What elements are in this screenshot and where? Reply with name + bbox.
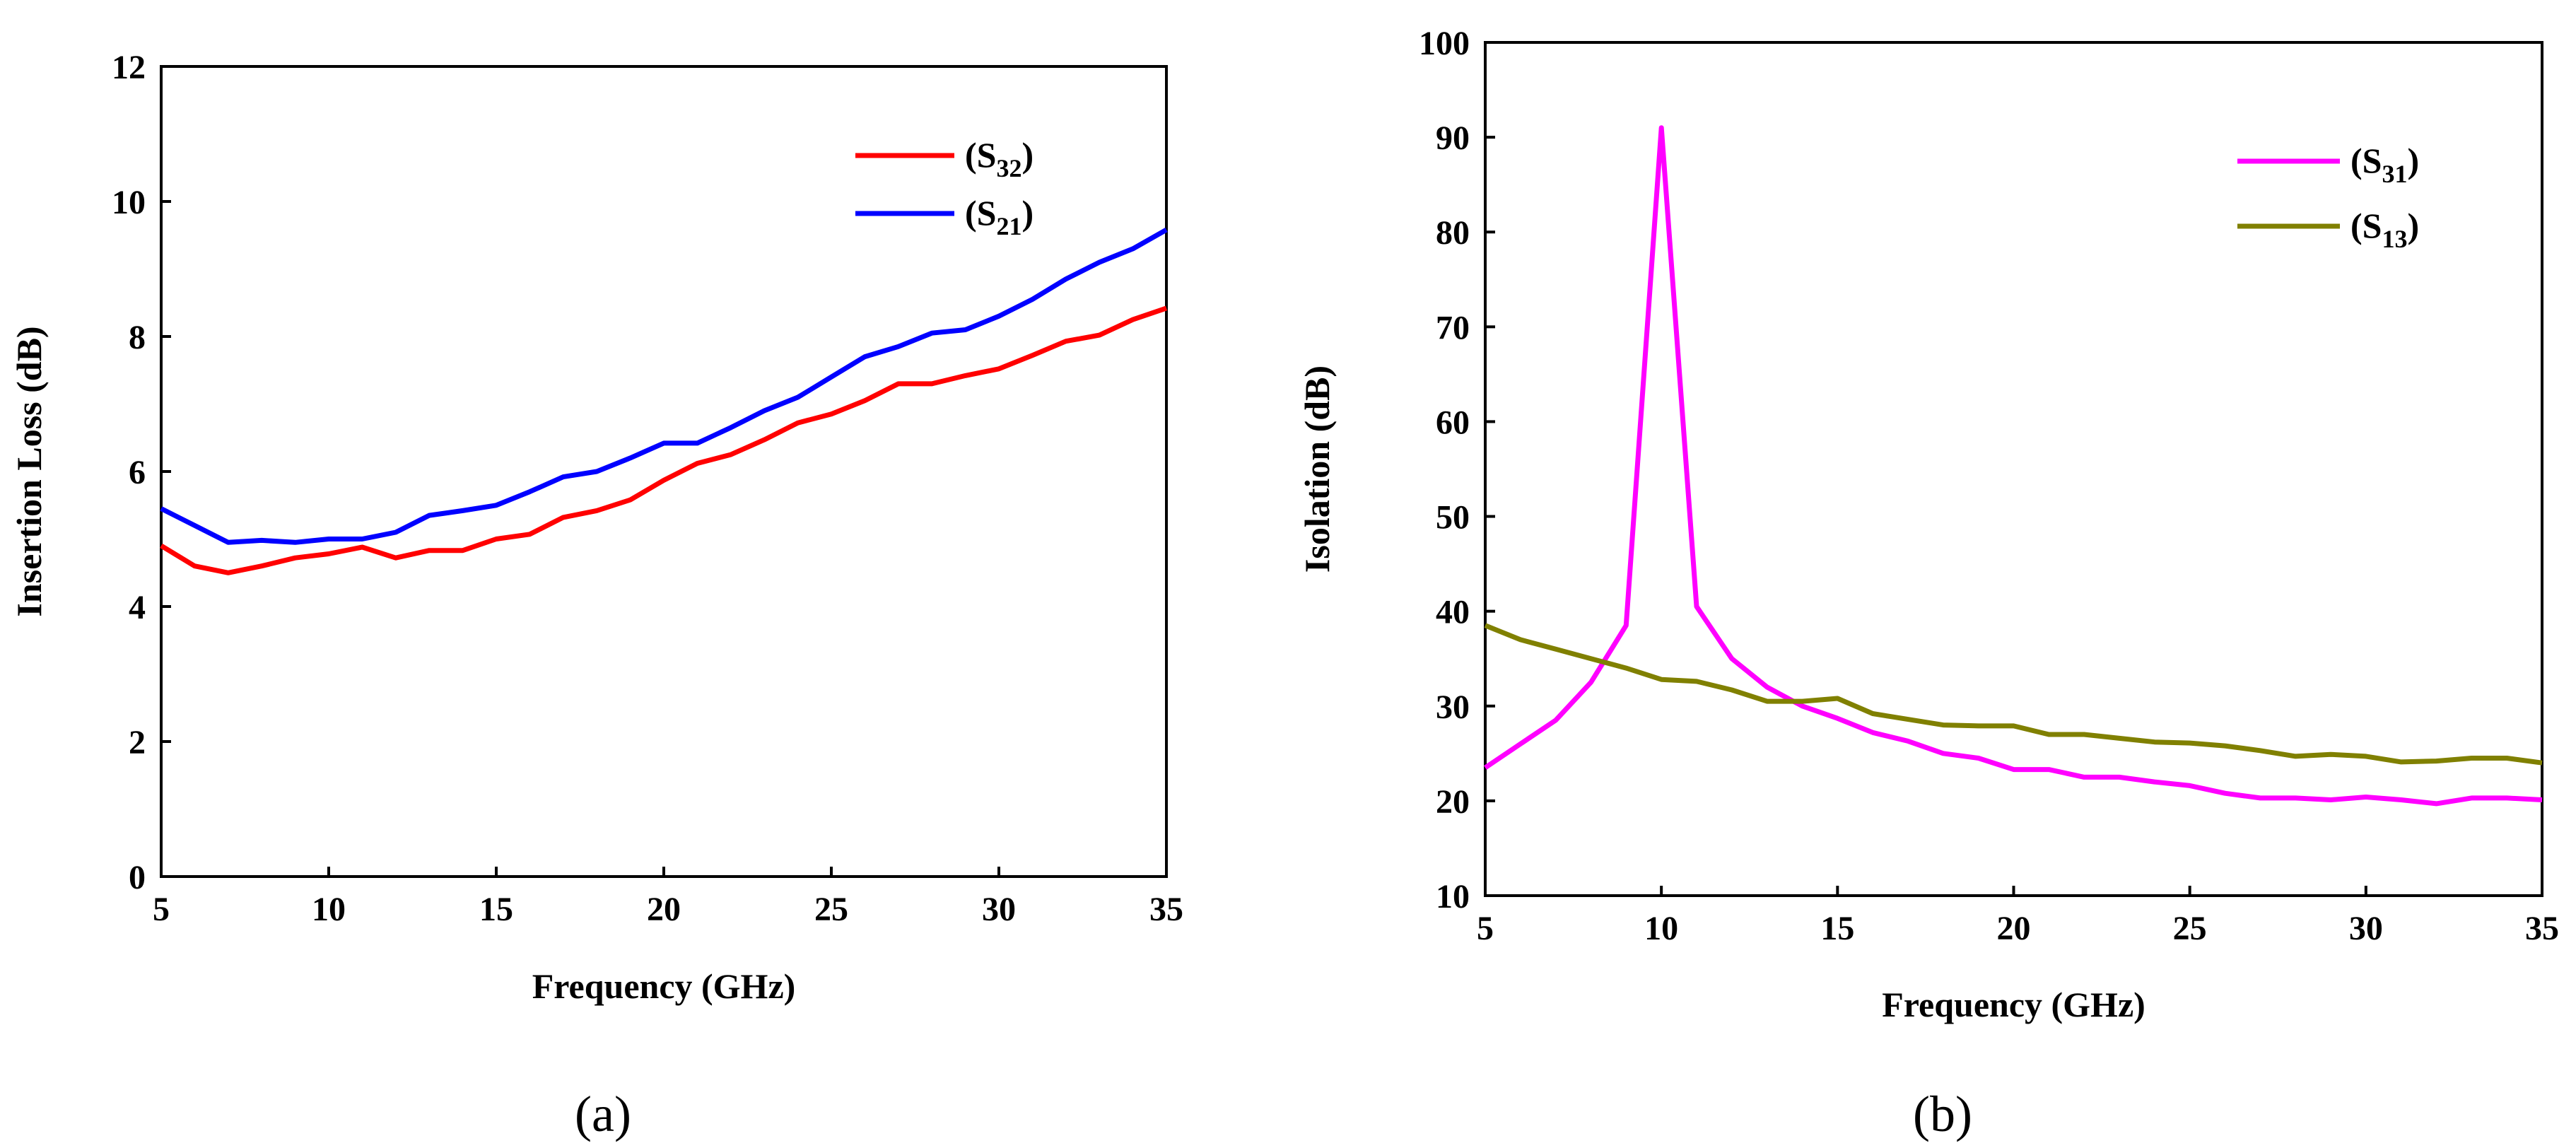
plot-frame (160, 65, 1168, 878)
x-tick-label: 25 (2173, 910, 2207, 947)
x-tick-label: 30 (2349, 910, 2383, 947)
x-tick-label: 35 (2525, 910, 2559, 947)
x-tick-label: 25 (814, 891, 848, 928)
legend-label-end: ) (2407, 141, 2419, 180)
y-tick-label: 70 (1436, 309, 1470, 346)
x-tick-label: 35 (1149, 891, 1183, 928)
series-line-31 (1484, 125, 2543, 807)
y-tick-label: 40 (1436, 594, 1470, 631)
legend-label-subscript: 21 (996, 212, 1021, 240)
legend-label-end: ) (1021, 135, 1034, 175)
x-tick-label: 10 (312, 891, 346, 928)
series-line-13 (1484, 623, 2543, 766)
legend-label-subscript: 31 (2382, 160, 2407, 188)
y-tick-label: 0 (129, 859, 146, 896)
legend-label-32: (S32) (965, 135, 1034, 182)
legend-label-21: (S21) (965, 193, 1034, 240)
chart-insertion-loss: 5 10 15 20 25 30 35 0 2 4 6 8 10 12 Frequency (GHz) Ins… (9, 49, 1183, 1142)
y-tick-label: 10 (112, 184, 146, 221)
y-tick-label: 80 (1436, 214, 1470, 252)
x-tick-label: 15 (479, 891, 513, 928)
x-tick-label: 15 (1820, 910, 1854, 947)
y-axis-title: Isolation (dB) (1297, 365, 1337, 573)
y-tick-label: 8 (129, 319, 146, 356)
y-tick-label: 6 (129, 454, 146, 491)
y-tick-label: 10 (1436, 878, 1470, 915)
legend-label-base: (S (965, 193, 996, 233)
legend-label-base: (S (2350, 206, 2382, 245)
y-tick-label: 4 (129, 589, 146, 626)
series-line-21 (160, 228, 1168, 545)
y-tick-label: 12 (112, 49, 146, 86)
x-tick-label: 20 (647, 891, 681, 928)
x-axis-title: Frequency (GHz) (1882, 985, 2145, 1024)
x-tick-label: 30 (982, 891, 1016, 928)
y-tick-label: 100 (1419, 25, 1470, 62)
y-tick-label: 50 (1436, 499, 1470, 537)
legend-label-end: ) (1021, 193, 1034, 233)
y-tick-label: 2 (129, 724, 146, 761)
legend-label-end: ) (2407, 206, 2419, 245)
legend-label-base: (S (965, 135, 996, 175)
x-tick-label: 10 (1644, 910, 1678, 947)
y-tick-label: 60 (1436, 404, 1470, 441)
legend-label-subscript: 13 (2382, 225, 2407, 253)
y-tick-label: 90 (1436, 119, 1470, 157)
x-tick-label: 20 (1997, 910, 2031, 947)
legend-label-31: (S31) (2350, 141, 2419, 188)
legend-label-subscript: 32 (996, 154, 1021, 182)
y-tick-label: 30 (1436, 689, 1470, 726)
panel-caption: (b) (1913, 1086, 1972, 1142)
x-tick-label: 5 (153, 891, 170, 928)
chart-isolation: 5 10 15 20 25 30 35102030405060708090100Freque… (1297, 25, 2559, 1142)
panel-caption: (a) (575, 1086, 631, 1142)
x-tick-label: 5 (1477, 910, 1494, 947)
y-axis-title: Insertion Loss (dB) (9, 326, 49, 616)
legend-label-base: (S (2350, 141, 2382, 180)
y-tick-label: 20 (1436, 783, 1470, 821)
x-axis-title: Frequency (GHz) (532, 966, 796, 1006)
series-line-32 (160, 305, 1168, 575)
legend-label-13: (S13) (2350, 206, 2419, 253)
